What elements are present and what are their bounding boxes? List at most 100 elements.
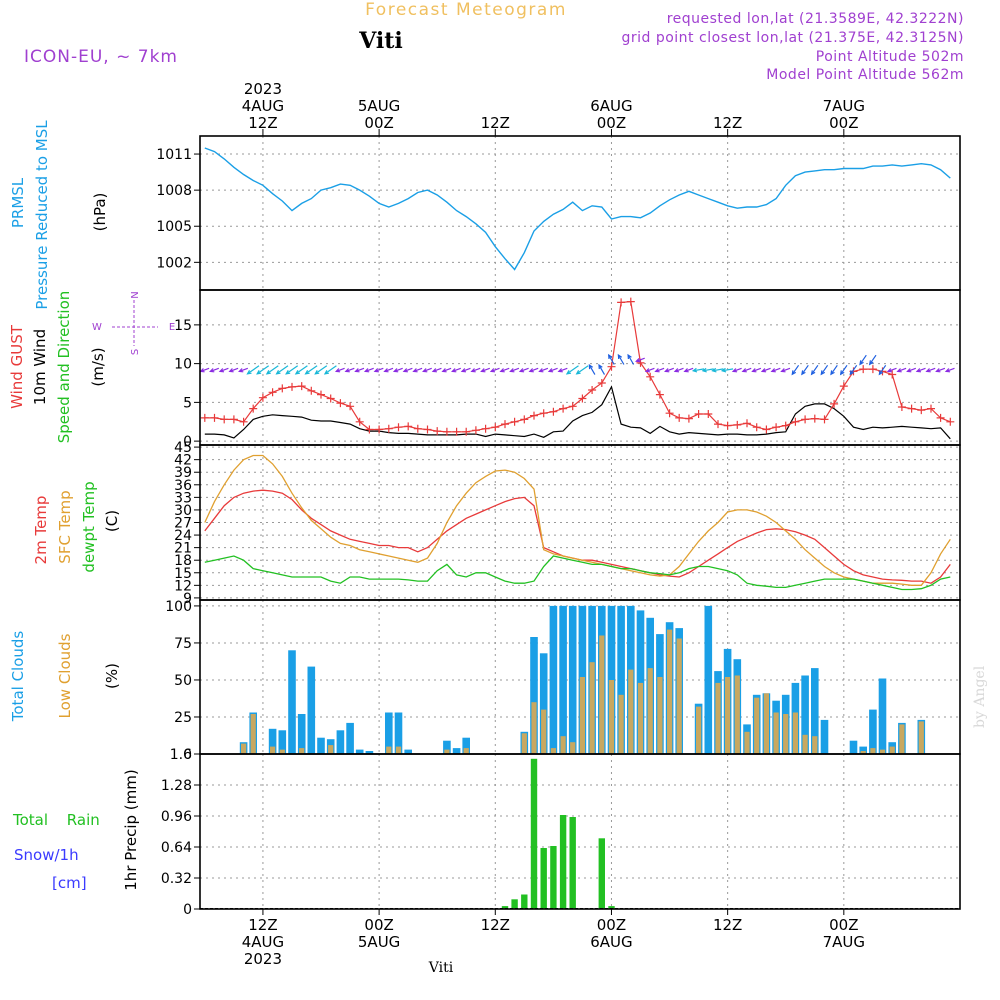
- top-time-label: 7AUG: [823, 97, 865, 115]
- low-cloud-bar: [241, 743, 247, 754]
- gust-marker: [607, 362, 616, 371]
- wind-arrow-head: [691, 367, 698, 373]
- wind-arrow-head: [354, 368, 360, 373]
- bottom-time-label: 00Z: [597, 916, 626, 934]
- total-cloud-bar: [317, 737, 325, 754]
- wind-arrow: [598, 364, 606, 375]
- y-tick-label: 1002: [156, 255, 192, 271]
- wind-arrow-head: [538, 368, 544, 373]
- requested-coords: requested lon,lat (21.3589E, 42.3222N): [667, 11, 964, 27]
- wind-arrow: [869, 354, 877, 365]
- wind-arrow-head: [256, 370, 262, 375]
- gust-marker: [433, 427, 442, 436]
- y-tick-label: 45: [174, 440, 192, 456]
- model-label: ICON-EU, ~ 7km: [24, 47, 178, 67]
- panel-pressure: 1002 1005 1008 1011: [156, 136, 960, 290]
- wind-arrow-head: [575, 370, 581, 375]
- wind-arrow-head: [218, 368, 225, 373]
- gust-marker: [801, 415, 810, 424]
- wind-arrow: [849, 364, 858, 375]
- y-tick-label: 0: [183, 434, 192, 450]
- gust-marker: [423, 425, 432, 434]
- top-time-label: 2023: [244, 80, 282, 98]
- top-time-label: 00Z: [597, 114, 626, 132]
- wind-arrow: [335, 367, 345, 372]
- gust-marker: [772, 423, 781, 432]
- total-cloud-bar: [801, 675, 809, 754]
- gust-marker: [781, 421, 790, 430]
- gust-marker: [714, 420, 722, 429]
- footer-location: Viti: [428, 960, 454, 976]
- wind-arrow: [566, 365, 579, 375]
- wind-arrow-head: [344, 368, 350, 373]
- low-cloud-bar: [531, 702, 537, 754]
- wind-arrow-head: [363, 368, 370, 373]
- panel-wind: 0 5 10 15: [174, 290, 960, 450]
- gust-marker: [336, 399, 345, 408]
- y-tick-label: 50: [174, 673, 192, 689]
- wind-arrow: [403, 367, 413, 372]
- wind-arrow-head: [323, 370, 329, 375]
- wind-arrow-head: [741, 368, 747, 373]
- total-cloud-bar: [288, 650, 296, 754]
- bottom-time-label: 12Z: [481, 916, 510, 934]
- precip-unit: 1hr Precip (mm): [122, 769, 140, 890]
- gust-marker: [288, 382, 296, 391]
- y-tick-label: 0: [183, 747, 192, 763]
- wind-arrow: [907, 367, 917, 372]
- y-tick-label: 15: [174, 566, 192, 582]
- wind-arrow: [247, 365, 260, 375]
- point-altitude: Point Altitude 502m: [816, 49, 964, 65]
- wind-arrow-head: [209, 368, 215, 373]
- sfc-name: SFC Temp: [56, 490, 74, 563]
- wind-arrow-head: [228, 368, 234, 373]
- low-cloud-bar: [870, 748, 876, 754]
- cloud-labels: Total Clouds Low Clouds (%): [9, 631, 121, 723]
- y-tick-label: 0.64: [161, 840, 192, 856]
- low-cloud-bar: [812, 736, 818, 754]
- compass-e: E: [169, 322, 175, 333]
- wind-arrow: [588, 364, 596, 375]
- y-tick-label: 5: [183, 395, 192, 411]
- low-cloud-bar: [444, 749, 450, 754]
- wind-arrow-head: [246, 370, 252, 375]
- wind-arrow: [500, 367, 510, 372]
- gust-marker: [733, 420, 742, 429]
- gust-marker: [578, 394, 587, 403]
- wind-arrow-head: [878, 370, 884, 376]
- wind-arrow-head: [275, 370, 281, 375]
- wind-arrow: [229, 367, 239, 372]
- wind-arrow-head: [760, 368, 767, 373]
- low-cloud-bar: [570, 742, 576, 754]
- dew-name: dewpt Temp: [80, 481, 98, 572]
- gust-marker: [462, 427, 471, 436]
- wind-arrow: [452, 367, 462, 372]
- wind-arrow-head: [731, 368, 738, 373]
- wind-arrow: [926, 367, 936, 372]
- low-cloud-bar: [889, 746, 895, 754]
- gust-marker: [442, 427, 451, 436]
- top-time-label: 00Z: [829, 114, 858, 132]
- wind-arrow-head: [238, 368, 244, 373]
- gust-marker: [597, 379, 606, 387]
- low-cloud-bar: [783, 714, 789, 754]
- wind-arrow: [471, 367, 481, 372]
- wind-arrow-head: [751, 368, 757, 373]
- gust-marker: [859, 365, 868, 374]
- total-cloud-bar: [443, 740, 451, 754]
- low-cloud-bar: [463, 748, 469, 754]
- wind-arrow: [830, 364, 838, 375]
- rain-bar: [598, 838, 605, 909]
- wind-arrow: [324, 365, 337, 375]
- rain-bar: [530, 758, 538, 909]
- wind-arrow: [712, 368, 724, 372]
- wind-arrow: [732, 367, 742, 372]
- wind-arrow: [665, 367, 675, 372]
- gust-marker: [471, 426, 480, 435]
- wind-arrow: [481, 367, 491, 372]
- wind-arrow-head: [441, 368, 447, 373]
- gust-marker: [200, 413, 209, 422]
- gust-marker: [617, 298, 626, 307]
- wind-arrow-head: [334, 368, 341, 373]
